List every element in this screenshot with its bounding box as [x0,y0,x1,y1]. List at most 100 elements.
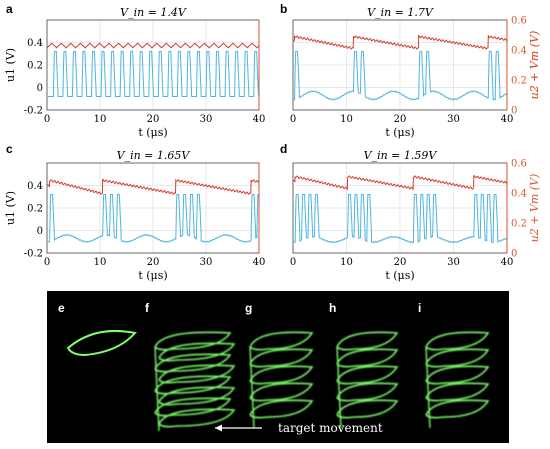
x-tick-label: 0 [44,114,50,125]
chart-panel-a: a V_in = 1.4V0 10 20 30 40-0.200.20.4t (μs)u1… [4,2,541,139]
x-tick-label: 40 [253,114,266,125]
x-tick-label: 40 [501,114,514,125]
y-right-tick-label: 0.4 [511,189,527,200]
y-tick-label: 0 [37,226,43,237]
panel-letter: c [6,142,13,156]
loop-trace-segment [249,382,314,402]
y-tick-label: 0.4 [27,181,43,192]
chart-title: V_in = 1.65V [117,149,191,162]
x-tick-label: 20 [147,257,160,268]
y-right-tick-label: 0 [511,106,517,117]
loop-trace-segment [336,365,399,385]
photo-letter: f [145,301,150,315]
x-tick-label: 20 [147,114,160,125]
x-tick-label: 10 [94,257,107,268]
chart-title: V_in = 1.59V [364,149,438,162]
loop-trace-segment [249,348,314,368]
photo-letter: e [58,301,65,315]
loop-trace-segment [154,346,160,432]
series-u1-line [46,194,259,243]
loop-trace-segment [425,348,490,368]
loop-trace-segment [158,342,236,362]
x-axis-label: t (μs) [385,126,414,139]
x-tick-label: 0 [290,114,296,125]
y-right-tick-label: 0.6 [511,159,527,170]
x-tick-label: 20 [394,114,407,125]
y-right-axis-label: u2 + Vm (V) [528,174,541,243]
x-axis-label: t (μs) [385,269,414,282]
loop-trace-segment [249,399,314,419]
y-right-tick-label: 0.4 [511,46,527,57]
loop-trace-e [66,329,137,357]
series-u2-line [292,34,508,50]
y-right-tick-label: 0 [511,249,517,260]
x-axis-label: t (μs) [138,126,167,139]
y-tick-label: 0.4 [27,38,43,49]
chart-title: V_in = 1.4V [120,6,187,19]
chart-title: V_in = 1.7V [367,6,434,19]
loop-trace-segment [158,364,236,384]
y-right-tick-label: 0.2 [511,219,527,230]
series-u2-line [46,42,260,49]
x-tick-label: 20 [394,257,407,268]
loop-trace-segment [425,346,431,429]
series-u2-line [46,178,260,195]
x-tick-label: 10 [94,114,107,125]
loop-trace-segment [336,348,399,368]
panel-letter: b [280,2,287,16]
panel-letter: d [280,142,287,156]
loop-trace-segment [158,386,236,406]
loop-trace-segment [336,382,399,402]
loop-trace-h [336,331,399,429]
y-tick-label: -0.2 [24,106,43,117]
y-axis-label: u1 (V) [4,48,17,82]
charts-area: a V_in = 1.4V0 10 20 30 40-0.200.20.4t (μs)u1… [4,2,541,282]
x-tick-label: 30 [447,257,460,268]
x-tick-label: 10 [340,114,353,125]
y-tick-label: 0.2 [27,61,43,72]
y-tick-label: 0 [37,83,43,94]
y-tick-label: -0.2 [24,249,43,260]
loop-trace-segment [249,346,255,429]
loop-trace-segment [336,399,399,419]
panel-letter: a [6,2,13,16]
photo-letter: g [245,301,252,315]
x-tick-label: 0 [290,257,296,268]
loop-trace-segment [336,331,399,351]
arrow-head [215,424,222,432]
y-tick-label: 0.2 [27,204,43,215]
series-u1-line [292,51,507,101]
loop-trace-segment [425,399,490,419]
photo-letter: h [329,301,336,315]
photo-letter: i [418,301,421,315]
y-right-axis-label: u2 + Vm (V) [528,31,541,100]
x-tick-label: 10 [340,257,353,268]
x-axis-label: t (μs) [138,269,167,282]
loop-trace-segment [249,331,314,351]
x-tick-label: 30 [447,114,460,125]
y-right-axis-label: u2 + Vm (V) [528,31,541,100]
x-tick-label: 40 [253,257,266,268]
loop-trace-segment [336,346,342,429]
y-right-tick-label: 0.6 [511,16,527,27]
loop-trace-segment [249,365,314,385]
x-tick-label: 40 [501,257,514,268]
photo-strip: e f g h i target movement [47,291,509,443]
x-tick-label: 0 [44,257,50,268]
y-axis-label: u1 (V) [4,191,17,225]
loop-trace-segment [158,408,236,428]
x-tick-label: 30 [200,114,213,125]
loop-trace-g [249,331,314,429]
loop-trace-segment [425,331,490,351]
series-u2-line [292,175,508,191]
y-right-tick-label: 0.2 [511,76,527,87]
photo-caption: target movement [278,421,383,435]
loop-trace-segment [425,365,490,385]
series-u1-line [47,51,259,97]
loop-trace-segment [425,382,490,402]
x-tick-label: 30 [200,257,213,268]
